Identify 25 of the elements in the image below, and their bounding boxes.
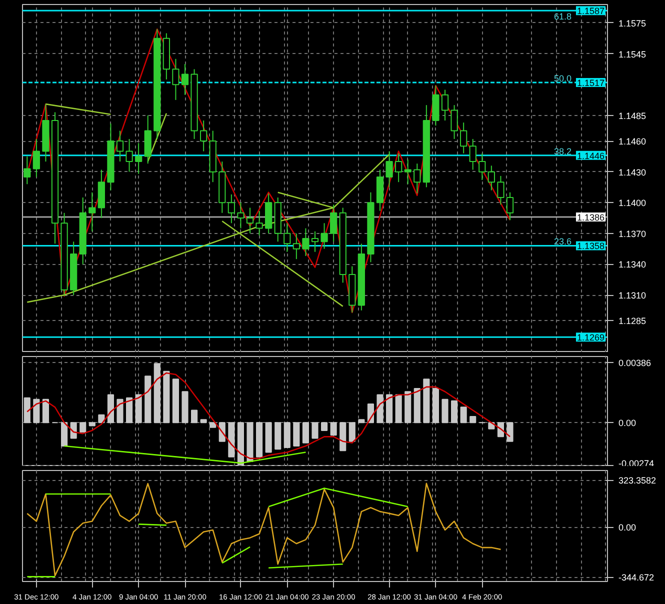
ref-line-label: 1.1517 bbox=[576, 78, 605, 88]
ref-line-label: 1.1358 bbox=[576, 241, 605, 252]
y-tick-label: 1.1370 bbox=[618, 228, 646, 239]
ref-line-label: 1.1269 bbox=[576, 332, 605, 343]
y-tick-label: 1.1310 bbox=[618, 290, 646, 301]
y-tick-label: 1.1460 bbox=[618, 136, 646, 147]
y-tick-label: 1.1285 bbox=[618, 316, 646, 326]
y-tick-label: 1.1545 bbox=[618, 49, 646, 60]
y-tick-label: 1.1400 bbox=[618, 198, 646, 208]
y-tick-label: 1.1575 bbox=[618, 18, 646, 28]
annotation: 23.6 bbox=[554, 236, 572, 247]
y-tick-label: 0.00 bbox=[618, 522, 636, 533]
y-tick-label: 0.00386 bbox=[618, 358, 652, 368]
y-tick-label: 323.3582 bbox=[618, 476, 656, 486]
y-tick-label: 0.00 bbox=[618, 418, 636, 428]
ref-line-label: 1.1587 bbox=[576, 6, 605, 16]
annotation: 50.0 bbox=[554, 74, 572, 84]
annotation: 38.2 bbox=[554, 146, 572, 156]
ref-line-label: 1.1386 bbox=[576, 212, 605, 222]
ref-line-label: 1.1446 bbox=[576, 150, 605, 161]
y-tick-label: 1.1430 bbox=[618, 167, 646, 178]
y-tick-label: 1.1485 bbox=[618, 110, 646, 121]
y-tick-label: -344.672 bbox=[618, 572, 654, 583]
y-tick-label: 1.1340 bbox=[618, 260, 646, 270]
annotation: 61.8 bbox=[554, 12, 572, 22]
